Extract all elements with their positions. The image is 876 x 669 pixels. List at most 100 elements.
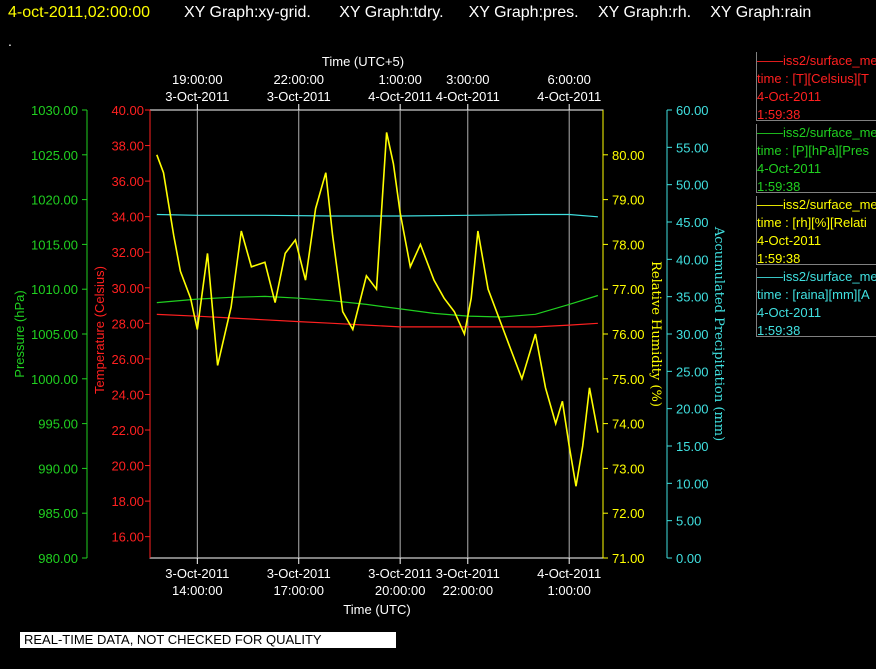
top-tick-time: 1:00:00: [378, 72, 421, 87]
temperature-tick-label: 20.00: [111, 459, 144, 474]
top-axis-title: Time (UTC+5): [322, 54, 404, 69]
rh-tick-label: 79.00: [612, 193, 645, 208]
top-tick-time: 19:00:00: [172, 72, 223, 87]
temperature-tick-label: 16.00: [111, 530, 144, 545]
temperature-series-line: [156, 313, 598, 328]
pressure-tick-label: 1010.00: [31, 282, 78, 297]
temperature-tick-label: 32.00: [111, 245, 144, 260]
rain-tick-label: 60.00: [676, 103, 709, 118]
rain-tick-label: 25.00: [676, 364, 709, 379]
rain-tick-label: 30.00: [676, 327, 709, 342]
precipitation-axis: 0.00 5.00 10.00 15.00 20.00 25.00 30.00 35.00 40…: [666, 103, 709, 566]
bottom-tick-time: 17:00:00: [273, 583, 324, 598]
legend-entry-line: time : [raina][mm][A: [757, 287, 870, 302]
bottom-tick-date: 3-Oct-2011: [267, 566, 331, 581]
temperature-tick-label: 22.00: [111, 423, 144, 438]
legend-entry-line: time : [P][hPa][Pres: [757, 143, 869, 158]
pressure-series-line: [156, 294, 599, 318]
rain-tick-label: 50.00: [676, 178, 709, 193]
pressure-tick-label: 1030.00: [31, 103, 78, 118]
temperature-tick-label: 24.00: [111, 387, 144, 402]
header-panel-label: XY Graph:tdry.: [339, 4, 443, 21]
rain-tick-label: 35.00: [676, 290, 709, 305]
rh-tick-label: 72.00: [612, 506, 645, 521]
legend-entry: ——iss2/surface_me time : [P][hPa][Pres 4-O…: [756, 124, 876, 193]
temperature-tick-label: 18.00: [111, 494, 144, 509]
top-tick-time: 3:00:00: [446, 72, 489, 87]
bottom-tick-time: 14:00:00: [172, 583, 223, 598]
temperature-tick-label: 30.00: [111, 281, 144, 296]
top-tick-date: 3-Oct-2011: [267, 89, 331, 104]
legend-entry-line: 1:59:38: [757, 323, 801, 337]
header-panels: XY Graph:xy-grid. XY Graph:tdry. XY Graph:…: [184, 4, 811, 21]
pressure-tick-label: 1020.00: [31, 193, 78, 208]
humidity-axis-title: Relative Humidity (%): [648, 261, 663, 407]
pressure-tick-label: 1000.00: [31, 372, 78, 387]
bottom-tick-date: 3-Oct-2011: [436, 566, 500, 581]
legend-entry-line: 4-Oct-2011: [757, 233, 822, 248]
rain-tick-label: 55.00: [676, 140, 709, 155]
legend-entry-line: ——iss2/surface_me: [757, 197, 876, 212]
rh-series-line: [156, 132, 599, 487]
quality-disclaimer: REAL-TIME DATA, NOT CHECKED FOR QUALITY: [20, 632, 396, 648]
legend-entry-line: ——iss2/surface_me: [757, 53, 876, 68]
temperature-axis: 16.00 18.00 20.00 22.00 24.00 26.00 28.00 30.00…: [111, 103, 151, 558]
top-tick-time: 6:00:00: [548, 72, 591, 87]
rain-tick-label: 40.00: [676, 252, 709, 267]
pressure-axis: 980.00 985.00 990.00 995.00 1000.00 1005.00 10…: [31, 103, 88, 566]
legend-entry-line: 4-Oct-2011: [757, 89, 822, 104]
rh-tick-label: 74.00: [612, 417, 645, 432]
rh-tick-label: 75.00: [612, 372, 645, 387]
top-tick-time: 22:00:00: [273, 72, 324, 87]
rh-tick-label: 78.00: [612, 237, 645, 252]
precipitation-axis-title: Accumulated Precipitation (mm): [711, 226, 726, 441]
header-panel-label: XY Graph:rh.: [598, 4, 691, 21]
bottom-axis-ticks: 3-Oct-2011 14:00:00 3-Oct-2011 17:00:00 3-Oc…: [165, 558, 601, 598]
bottom-tick-date: 3-Oct-2011: [165, 566, 229, 581]
temperature-tick-label: 36.00: [111, 174, 144, 189]
top-tick-date: 4-Oct-2011: [537, 89, 601, 104]
bottom-tick-date: 3-Oct-2011: [368, 566, 432, 581]
rain-tick-label: 45.00: [676, 215, 709, 230]
top-tick-date: 3-Oct-2011: [165, 89, 229, 104]
bottom-tick-date: 4-Oct-2011: [537, 566, 601, 581]
pressure-tick-label: 1025.00: [31, 148, 78, 163]
bottom-axis-title: Time (UTC): [343, 602, 410, 617]
rain-tick-label: 15.00: [676, 439, 709, 454]
temperature-tick-label: 40.00: [111, 103, 144, 118]
header-panel-label: XY Graph:rain: [710, 4, 811, 21]
rh-tick-label: 71.00: [612, 551, 645, 566]
legend-entry-line: 1:59:38: [757, 107, 801, 121]
series-group: [156, 132, 599, 487]
temperature-tick-label: 28.00: [111, 316, 144, 331]
legend-entry-line: time : [T][Celsius][T: [757, 71, 869, 86]
bottom-tick-time: 1:00:00: [548, 583, 591, 598]
legend-entry: ——iss2/surface_me time : [rh][%][Relati 4-…: [756, 196, 876, 265]
bottom-tick-time: 22:00:00: [442, 583, 493, 598]
legend-entry-line: ——iss2/surface_me: [757, 125, 876, 140]
pressure-tick-label: 1015.00: [31, 237, 78, 252]
rh-tick-label: 73.00: [612, 461, 645, 476]
top-tick-date: 4-Oct-2011: [436, 89, 500, 104]
pressure-tick-label: 995.00: [38, 417, 78, 432]
legend-entry-line: 1:59:38: [757, 251, 801, 265]
pressure-axis-title: Pressure (hPa): [12, 290, 27, 377]
header-panel-label: XY Graph:xy-grid.: [184, 4, 311, 21]
pressure-tick-label: 990.00: [38, 461, 78, 476]
rain-tick-label: 10.00: [676, 476, 709, 491]
pressure-tick-label: 1005.00: [31, 327, 78, 342]
legend-entry-line: ——iss2/surface_me: [757, 269, 876, 284]
pressure-tick-label: 985.00: [38, 506, 78, 521]
header-panel-label: XY Graph:pres.: [469, 4, 579, 21]
rain-tick-label: 20.00: [676, 402, 709, 417]
legend-entry-line: 4-Oct-2011: [757, 305, 822, 320]
temperature-axis-title: Temperature (Celsius): [92, 266, 107, 394]
rh-tick-label: 80.00: [612, 148, 645, 163]
bottom-tick-time: 20:00:00: [375, 583, 426, 598]
humidity-axis: 71.00 72.00 73.00 74.00 75.00 76.00 77.00 78.00…: [602, 110, 645, 566]
rain-tick-label: 0.00: [676, 551, 701, 566]
grid-lines: [196, 110, 570, 558]
